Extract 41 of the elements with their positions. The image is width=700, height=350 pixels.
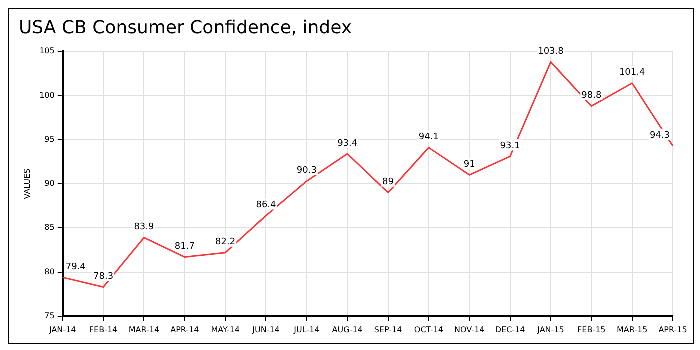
data-label: 94.1 — [418, 132, 439, 143]
y-tick-label: 95 — [44, 134, 55, 144]
y-tick-label: 100 — [40, 90, 55, 100]
x-tick-label: JUN-14 — [252, 325, 280, 334]
x-tick-label: JUL-14 — [293, 325, 320, 334]
y-tick-label: 80 — [44, 267, 55, 276]
data-label: 93.4 — [338, 138, 358, 149]
data-label: 90.3 — [296, 166, 317, 176]
chart-title: USA CB Consumer Confidence, index — [19, 17, 352, 38]
x-tick-label: APR-14 — [170, 325, 200, 334]
y-axis-title: VALUES — [22, 168, 32, 200]
data-label: 83.9 — [134, 222, 155, 233]
x-tick-label: OCT-14 — [414, 325, 444, 334]
data-label: 93.1 — [500, 141, 520, 152]
y-tick-label: 85 — [44, 223, 55, 232]
y-tick-label: 105 — [40, 46, 55, 56]
x-tick-label: DEC-14 — [495, 325, 526, 334]
x-tick-label: JAN-15 — [536, 325, 564, 334]
y-tick-label: 75 — [44, 311, 55, 320]
x-tick-label: FEB-14 — [89, 325, 118, 334]
x-tick-label: MAR-15 — [616, 325, 648, 334]
x-tick-label: SEP-14 — [374, 325, 402, 334]
x-tick-label: FEB-15 — [578, 325, 606, 334]
data-label: 81.7 — [174, 242, 195, 252]
y-tick-label: 90 — [44, 179, 55, 188]
data-label: 78.3 — [94, 272, 114, 282]
data-label: 89 — [382, 178, 394, 188]
x-tick-label: AUG-14 — [332, 325, 363, 334]
data-label: 82.2 — [216, 238, 236, 248]
data-label: 98.8 — [582, 91, 602, 102]
data-label: 94.3 — [650, 130, 670, 141]
data-label: 91 — [464, 160, 476, 170]
data-label: 101.4 — [619, 68, 646, 78]
data-label: 103.8 — [538, 47, 564, 58]
x-tick-label: NOV-14 — [454, 325, 485, 334]
x-tick-label: MAR-14 — [128, 325, 160, 334]
x-tick-label: JAN-14 — [48, 325, 76, 334]
x-tick-label: APR-15 — [658, 325, 688, 334]
data-label: 79.4 — [66, 262, 86, 272]
data-label: 86.4 — [256, 200, 277, 211]
x-tick-label: MAY-14 — [211, 325, 240, 334]
